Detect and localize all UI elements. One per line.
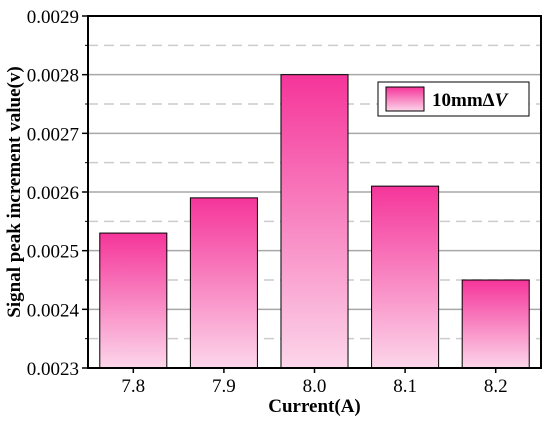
y-tick-label: 0.0025 [27,242,79,263]
x-tick-label: 7.8 [121,376,145,397]
legend-label-delta: Δ [483,90,495,111]
legend-swatch [385,86,425,112]
x-tick-label: 8.1 [393,376,417,397]
x-axis-title: Current(A) [268,396,361,417]
y-tick-label: 0.0023 [27,359,79,380]
legend-label-prefix: 10mm [432,90,483,111]
legend-label-variable: V [495,90,509,111]
bar [461,279,530,369]
bar [99,232,168,369]
bar [280,74,349,369]
bar [189,197,258,369]
plot-frame [87,15,542,369]
y-tick-label: 0.0029 [27,7,79,28]
y-axis-title: Signal peak increment value(v) [4,66,25,317]
x-tick-label: 8.2 [484,376,508,397]
y-tick-label: 0.0027 [27,124,79,145]
x-tick-labels: 7.8 7.9 8.0 8.1 8.2 [121,376,507,397]
bar [371,185,440,369]
y-tick-label: 0.0024 [27,300,80,321]
legend-label: 10mmΔV [432,90,509,111]
legend: 10mmΔV [377,81,530,117]
y-tick-label: 0.0026 [27,183,79,204]
x-tick-label: 8.0 [303,376,327,397]
y-tick-labels: 0.0023 0.0024 0.0025 0.0026 0.0027 0.0028 0.00… [27,7,80,380]
bars [99,74,530,369]
x-tick-label: 7.9 [212,376,236,397]
y-tick-label: 0.0028 [27,66,79,87]
